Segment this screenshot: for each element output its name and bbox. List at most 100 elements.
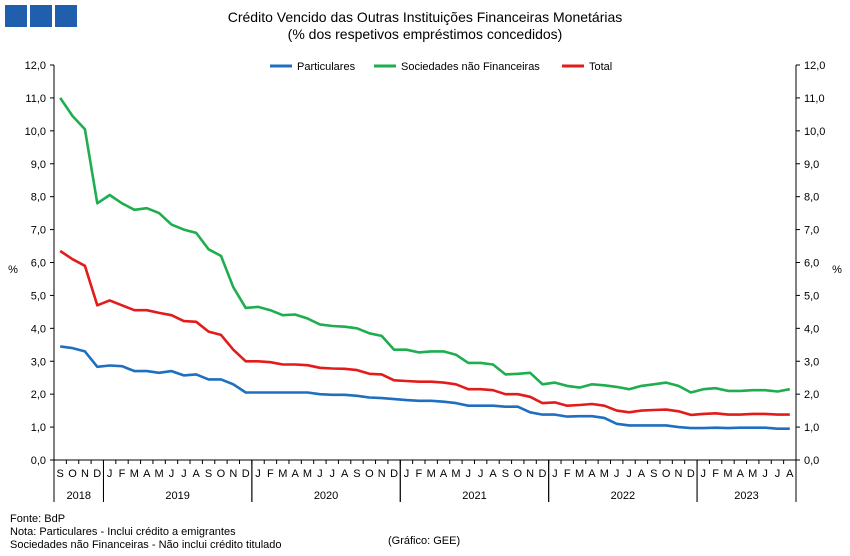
x-tick-label: O [365, 468, 374, 480]
x-tick-label: S [650, 468, 657, 480]
logo [5, 5, 77, 27]
legend-label: Particulares [297, 61, 356, 73]
x-tick-label: J [478, 468, 484, 480]
chart-subtitle: (% dos respetivos empréstimos concedidos… [287, 26, 563, 42]
x-tick-label: J [701, 468, 707, 480]
x-tick-label: F [267, 468, 274, 480]
x-tick-label: N [81, 468, 89, 480]
y-tick-label-left: 8,0 [31, 192, 46, 204]
footer-note-2: Sociedades não Financeiras - Não inclui … [10, 539, 282, 551]
x-tick-label: D [390, 468, 398, 480]
y-tick-label-left: 7,0 [31, 225, 46, 237]
x-tick-label: A [440, 468, 448, 480]
x-tick-label: A [143, 468, 151, 480]
x-tick-label: S [57, 468, 64, 480]
y-tick-label-right: 12,0 [804, 60, 825, 72]
x-tick-label: A [786, 468, 794, 480]
x-tick-label: S [502, 468, 509, 480]
x-tick-label: N [229, 468, 237, 480]
footer-source: Fonte: BdP [10, 513, 66, 525]
x-tick-label: M [451, 468, 460, 480]
y-tick-label-right: 9,0 [804, 159, 819, 171]
x-tick-label: O [513, 468, 522, 480]
year-label: 2023 [734, 490, 758, 502]
y-tick-label-left: 5,0 [31, 290, 46, 302]
x-tick-label: J [404, 468, 410, 480]
x-tick-label: O [662, 468, 671, 480]
series-line [59, 97, 791, 394]
chart-title-block: Crédito Vencido das Outras Instituições … [0, 9, 850, 43]
x-tick-label: D [93, 468, 101, 480]
x-tick-label: A [489, 468, 497, 480]
y-tick-label-left: 1,0 [31, 422, 46, 434]
y-tick-label-right: 2,0 [804, 389, 819, 401]
x-tick-label: S [205, 468, 212, 480]
y-axis-label-left: % [8, 264, 18, 276]
y-tick-label-right: 4,0 [804, 323, 819, 335]
x-tick-label: D [242, 468, 250, 480]
series-line [59, 249, 790, 417]
x-tick-label: M [303, 468, 312, 480]
y-tick-label-right: 10,0 [804, 126, 825, 138]
x-tick-label: J [107, 468, 113, 480]
x-tick-label: N [378, 468, 386, 480]
x-tick-label: F [415, 468, 422, 480]
x-tick-label: O [68, 468, 77, 480]
footer-credit: (Gráfico: GEE) [388, 535, 461, 547]
x-tick-label: M [748, 468, 757, 480]
x-tick-label: A [193, 468, 201, 480]
y-tick-label-right: 5,0 [804, 290, 819, 302]
x-tick-label: J [330, 468, 336, 480]
year-label: 2020 [314, 490, 338, 502]
x-tick-label: N [675, 468, 683, 480]
chart-title: Crédito Vencido das Outras Instituições … [227, 9, 623, 25]
x-tick-label: J [775, 468, 781, 480]
x-tick-label: J [614, 468, 620, 480]
x-tick-label: M [155, 468, 164, 480]
x-tick-label: N [526, 468, 534, 480]
y-tick-label-right: 11,0 [804, 93, 825, 105]
x-tick-label: J [181, 468, 187, 480]
x-tick-label: M [723, 468, 732, 480]
y-tick-label-left: 2,0 [31, 389, 46, 401]
legend-label: Total [589, 61, 612, 73]
year-label: 2018 [66, 490, 90, 502]
x-tick-label: J [255, 468, 261, 480]
y-tick-label-left: 12,0 [25, 60, 46, 72]
y-tick-label-left: 0,0 [31, 455, 46, 467]
year-label: 2022 [611, 490, 635, 502]
x-tick-label: A [341, 468, 349, 480]
y-tick-label-left: 11,0 [25, 93, 46, 105]
x-tick-label: J [466, 468, 472, 480]
x-tick-label: J [317, 468, 323, 480]
x-tick-label: M [278, 468, 287, 480]
x-tick-label: J [626, 468, 632, 480]
y-tick-label-right: 8,0 [804, 192, 819, 204]
x-tick-label: O [217, 468, 226, 480]
x-tick-label: A [737, 468, 745, 480]
y-tick-label-left: 10,0 [25, 126, 46, 138]
y-tick-label-left: 9,0 [31, 159, 46, 171]
x-tick-label: A [588, 468, 596, 480]
y-tick-label-left: 6,0 [31, 258, 46, 270]
x-tick-label: F [564, 468, 571, 480]
y-tick-label-right: 3,0 [804, 356, 819, 368]
y-tick-label-right: 1,0 [804, 422, 819, 434]
x-tick-label: J [552, 468, 558, 480]
year-label: 2019 [165, 490, 189, 502]
x-tick-label: S [353, 468, 360, 480]
y-tick-label-left: 4,0 [31, 323, 46, 335]
y-tick-label-right: 7,0 [804, 225, 819, 237]
legend-label: Sociedades não Financeiras [401, 61, 540, 73]
x-tick-label: J [169, 468, 175, 480]
x-tick-label: A [638, 468, 646, 480]
x-tick-label: D [539, 468, 547, 480]
y-tick-label-right: 0,0 [804, 455, 819, 467]
y-tick-label-right: 6,0 [804, 258, 819, 270]
x-tick-label: J [762, 468, 768, 480]
x-tick-label: F [119, 468, 126, 480]
x-tick-label: A [291, 468, 299, 480]
x-tick-label: F [712, 468, 719, 480]
year-label: 2021 [462, 490, 486, 502]
